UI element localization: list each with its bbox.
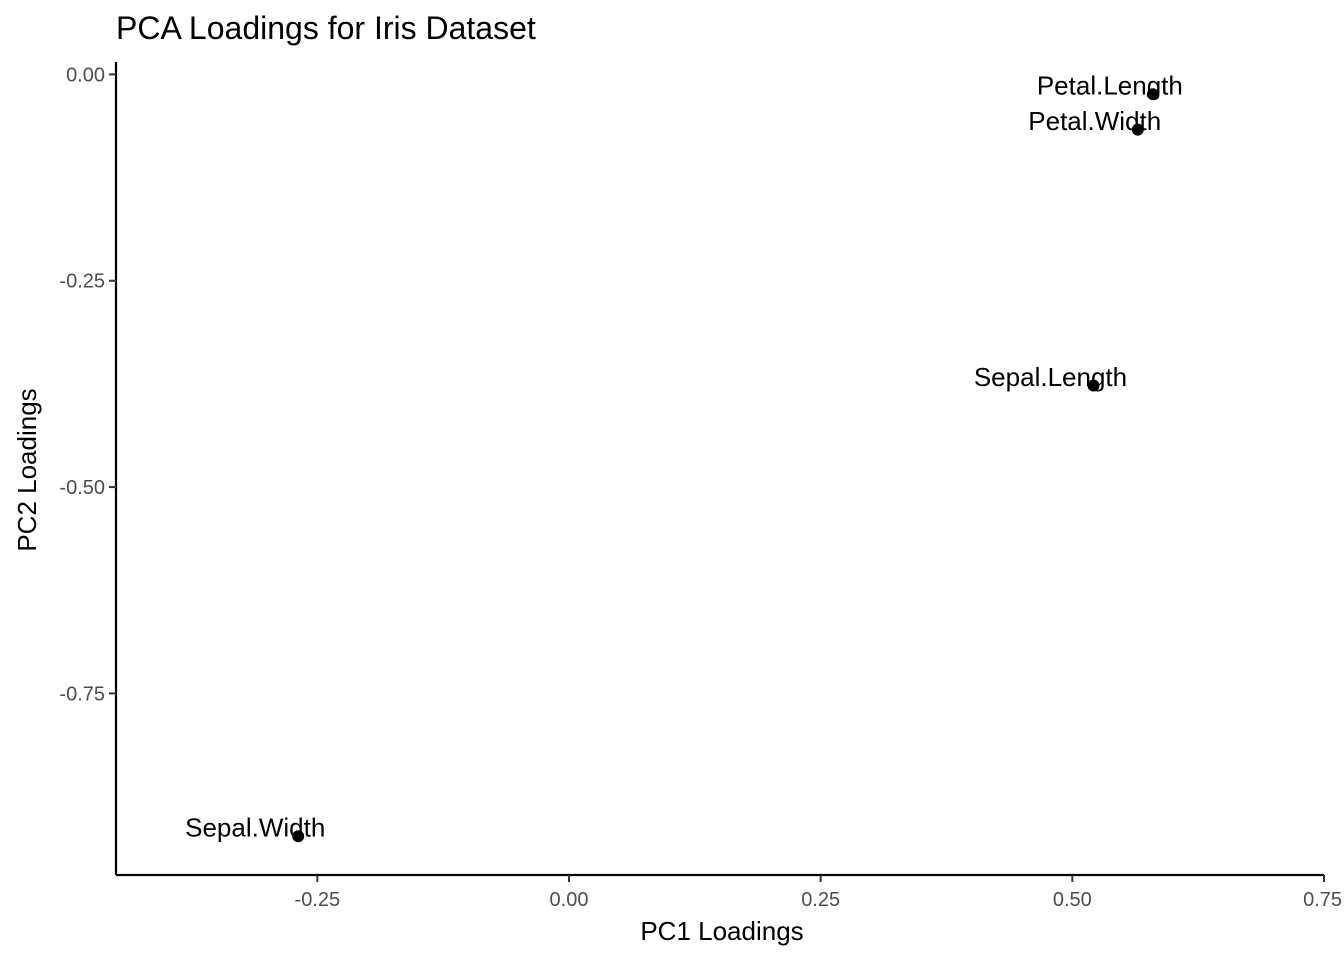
y-tick-label: -0.50 [59,477,105,499]
y-tick-label: -0.25 [59,271,105,293]
point-label: Petal.Width [1028,106,1161,136]
x-tick-label: 0.50 [1053,889,1092,911]
x-tick-label: 0.25 [801,889,840,911]
x-tick-label: -0.25 [295,889,341,911]
chart-title: PCA Loadings for Iris Dataset [116,10,536,46]
data-point [1087,379,1100,392]
data-point [1131,123,1144,136]
point-label: Sepal.Length [974,362,1127,392]
y-axis: 0.00 -0.25 -0.50 -0.75 [59,62,118,875]
point-label: Petal.Length [1037,71,1183,101]
point-label: Sepal.Width [185,813,325,843]
data-point [1146,88,1159,101]
x-tick-label: 0.00 [550,889,589,911]
data-point [292,830,305,843]
x-tick-label: 0.75 [1303,889,1342,911]
y-axis-title: PC2 Loadings [12,388,42,551]
x-axis-title: PC1 Loadings [640,916,803,946]
y-tick-label: -0.75 [59,683,105,705]
y-tick-label: 0.00 [66,64,105,86]
points-layer: Sepal.Length Sepal.Width Petal.Length Petal… [185,71,1183,843]
x-axis: -0.25 0.00 0.25 0.50 0.75 [116,873,1342,911]
